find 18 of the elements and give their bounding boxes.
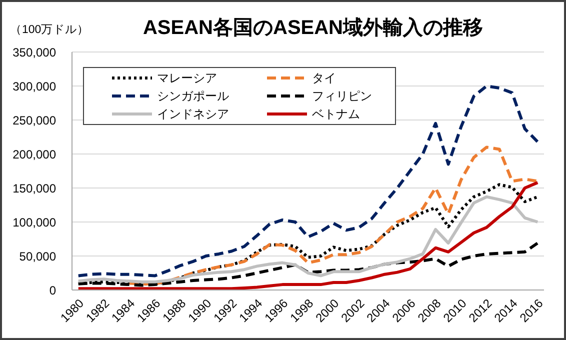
y-tick-label: 100,000	[12, 215, 56, 230]
line-series	[128, 146, 540, 286]
line-series	[76, 84, 540, 278]
legend-label: マレーシア	[157, 70, 217, 86]
y-tick-label: 200,000	[12, 147, 56, 162]
y-axis-title: （100万ドル）	[10, 24, 90, 36]
legend-label: シンガポール	[157, 88, 229, 104]
chart-title: ASEAN各国のASEAN域外輸入の推移	[142, 17, 484, 39]
legend-label: フィリピン	[312, 88, 372, 104]
y-tick-label: 350,000	[12, 45, 56, 60]
y-tick-label: 50,000	[19, 249, 56, 264]
y-tick-label: 150,000	[12, 181, 56, 196]
legend-label: タイ	[312, 70, 336, 86]
legend-label: インドネシア	[157, 106, 229, 122]
legend-label: ベトナム	[312, 106, 360, 122]
y-tick-label: 0	[49, 283, 56, 298]
y-tick-label: 300,000	[12, 79, 56, 94]
y-tick-label: 250,000	[12, 113, 56, 128]
